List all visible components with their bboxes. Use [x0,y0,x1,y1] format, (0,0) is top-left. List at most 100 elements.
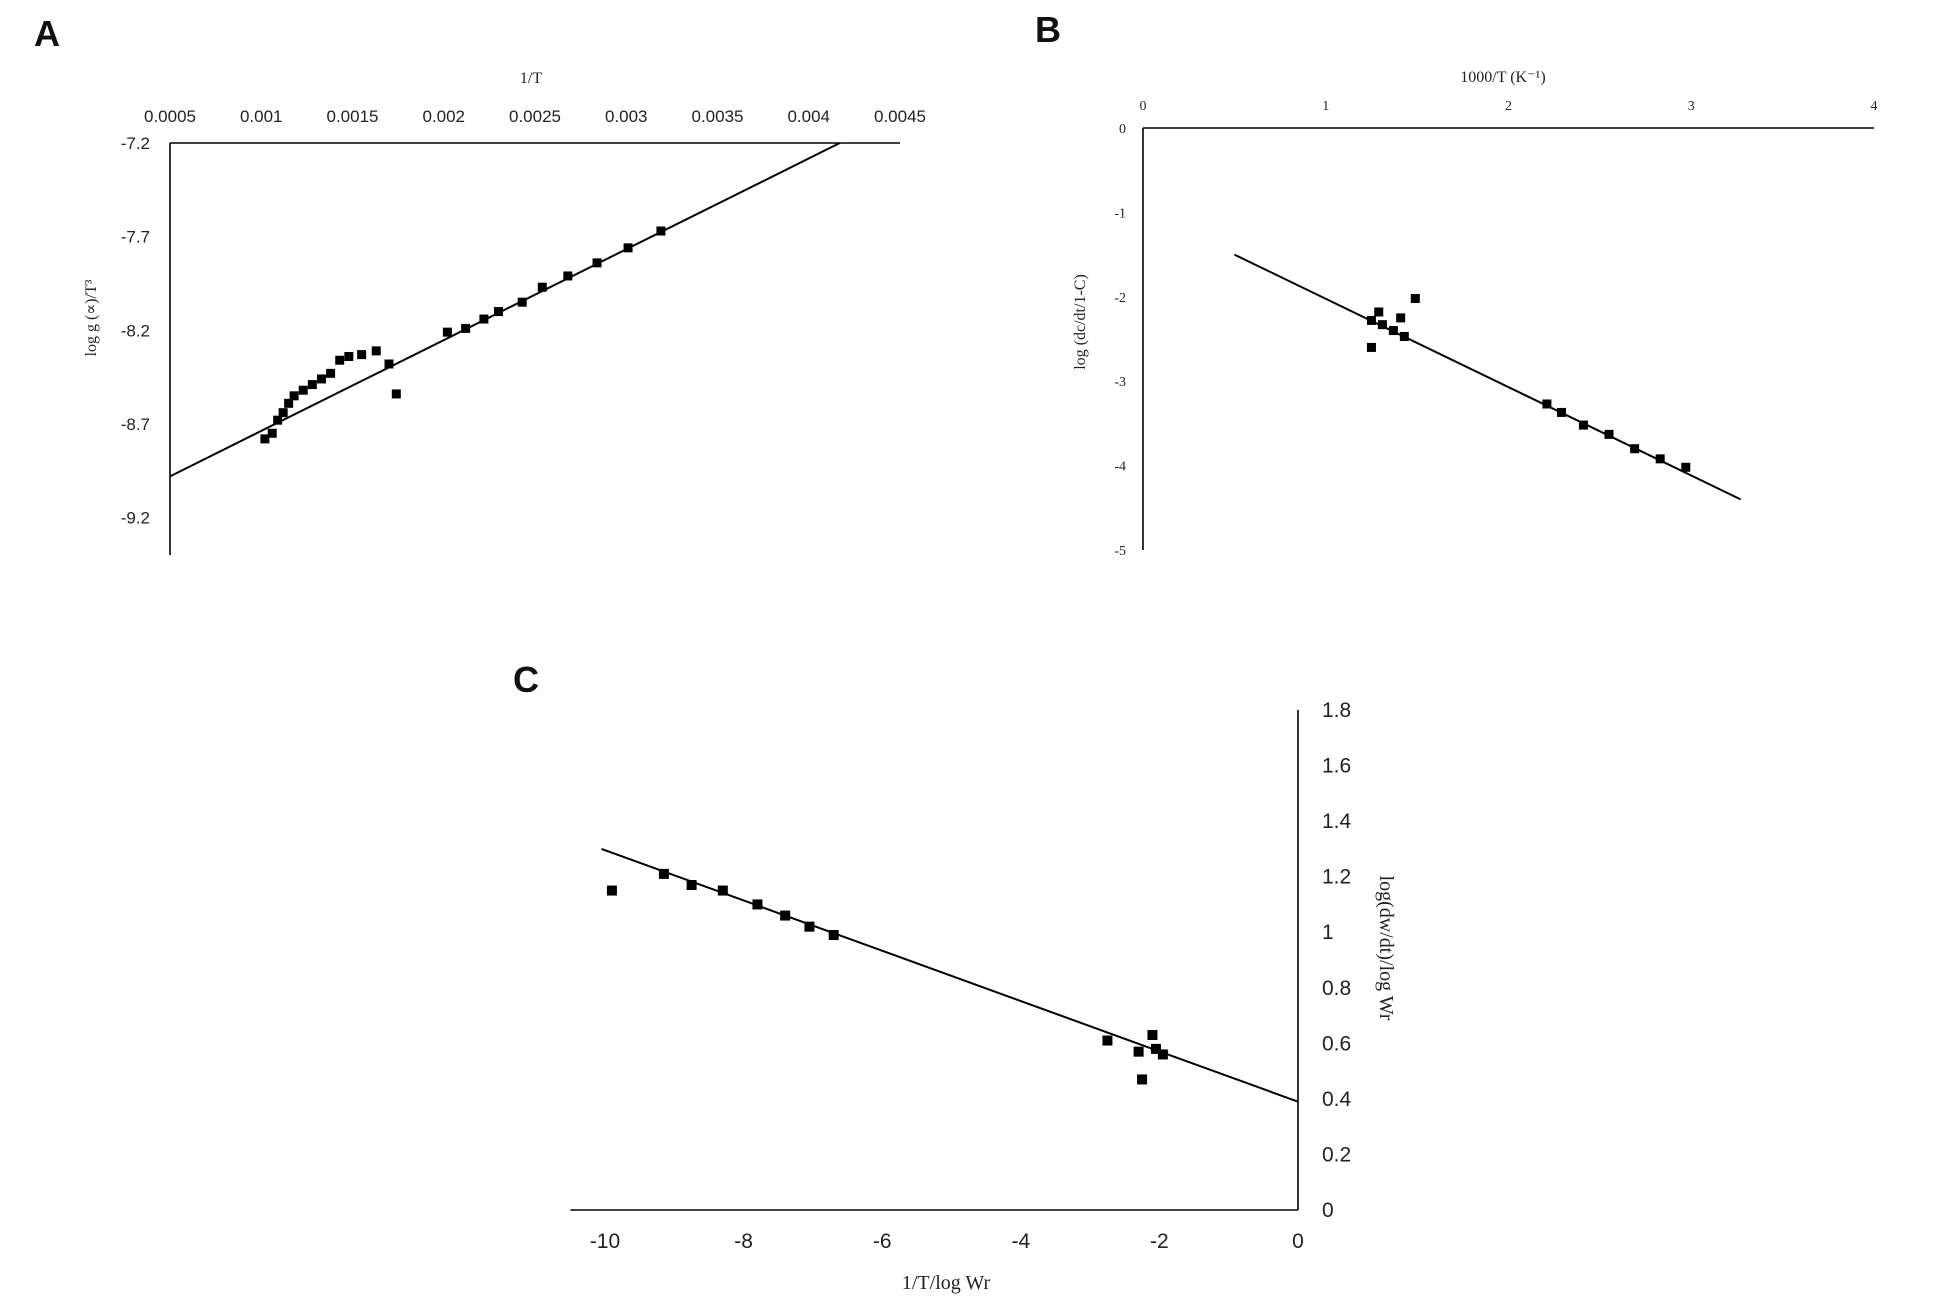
x-tick-label: 0.0025 [509,107,561,126]
y-tick-label: -3 [1114,375,1126,390]
y-tick-label: 0 [1322,1199,1334,1222]
y-tick-label: 0.8 [1322,977,1351,1000]
data-point [335,355,345,365]
x-tick-label: 0.003 [605,107,648,126]
chart-c: -10 -8 -6 -4 -2 00 0.2 0.4 0.6 0.8 1 1.2 1.4 1.6 1.8 1/… [570,699,1397,1294]
x-tick-label: 4 [1871,99,1878,114]
data-point [307,380,317,390]
fit-line [601,847,1299,1103]
x-tick-label: 0.002 [422,107,465,126]
data-point [658,868,669,879]
x-axis-title: 1/T/log Wr [902,1272,991,1294]
y-tick-label: 1 [1322,921,1334,944]
y-tick-label: -8.7 [121,415,150,434]
x-tick-label: 0.0015 [327,107,379,126]
y-tick-label: 1.8 [1322,699,1351,722]
data-point [479,314,489,324]
y-tick-label: 0 [1119,122,1126,137]
x-axis-title: 1000/T (K⁻¹) [1460,69,1545,86]
data-point [371,346,381,356]
x-tick-label: 0.0005 [144,107,196,126]
y-tick-label: 1.6 [1322,755,1351,778]
data-point [461,323,471,333]
data-point [1604,429,1614,439]
data-point [1396,313,1406,323]
x-tick-label: 0.0045 [874,107,926,126]
data-point [1133,1046,1144,1057]
data-point [384,359,394,369]
data-point [517,297,527,307]
data-point [1388,326,1398,336]
data-point [326,368,336,378]
panel-label-a: A [34,13,60,54]
y-tick-label: -5 [1114,544,1126,559]
y-tick-label: 0.2 [1322,1143,1351,1166]
data-point [1102,1035,1113,1046]
y-axis-title: log(dw/dt)/log Wr [1375,876,1397,1021]
data-point [289,391,299,401]
data-point [780,910,791,921]
data-point [1399,331,1409,341]
data-point [442,327,452,337]
x-tick-label: -10 [590,1230,620,1253]
y-tick-label: -7.2 [121,134,150,153]
data-point [537,282,547,292]
data-point [344,351,354,361]
data-point [357,350,367,360]
y-tick-label: 0.4 [1322,1088,1352,1111]
data-point [391,389,401,399]
data-point [1655,454,1665,464]
fit-line [169,142,841,478]
x-tick-label: -4 [1011,1230,1030,1253]
x-axis-title: 1/T [520,70,542,87]
y-tick-label: -4 [1114,460,1126,475]
y-tick-label: 0.6 [1322,1032,1351,1055]
panel-label-b: B [1035,9,1061,50]
data-point [1556,407,1566,417]
x-tick-label: 3 [1688,99,1695,114]
data-point [592,258,602,268]
data-point [273,415,283,425]
y-tick-label: -2 [1114,291,1126,306]
data-point [1374,307,1384,317]
chart-a: 0.0005 0.001 0.0015 0.002 0.0025 0.003 0.0035 0… [83,70,926,555]
data-point [1157,1049,1168,1060]
y-tick-label: 1.4 [1322,810,1352,833]
data-point [828,930,839,940]
data-point [686,880,697,890]
data-point [1630,444,1640,454]
data-point [278,408,288,418]
data-point [1137,1074,1148,1085]
y-tick-label: -1 [1114,206,1126,221]
data-point [1150,1043,1161,1054]
x-tick-label: -8 [734,1230,753,1253]
x-tick-label: 0.001 [240,107,283,126]
y-tick-label: -7.7 [121,228,150,247]
data-point [1366,315,1376,325]
data-point [1542,399,1552,409]
y-tick-label: -9.2 [121,509,150,528]
x-tick-label: -2 [1150,1230,1169,1253]
x-tick-label: -6 [873,1230,892,1253]
data-point [606,885,617,896]
data-point [1147,1030,1158,1040]
x-tick-label: 1 [1322,99,1329,114]
y-axis-title: log g (∝)/T³ [83,279,100,356]
data-point [1366,342,1376,352]
y-tick-label: 1.2 [1322,866,1351,889]
data-point [1681,462,1691,472]
data-point [1410,293,1420,303]
panel-label-c: C [513,659,539,700]
x-tick-label: 0.0035 [692,107,744,126]
data-point [717,885,728,896]
data-point [804,921,815,932]
data-point [1377,320,1387,330]
data-point [623,243,633,253]
data-point [752,899,763,910]
x-tick-label: 0.004 [787,107,830,126]
data-point [267,428,277,438]
x-tick-label: 0 [1292,1230,1304,1253]
chart-b: 0 1 2 3 4 0 -1 -2 -3 -4 -5 1000/T (K⁻¹) log (dc/dt/1… [1072,69,1878,559]
data-point [316,374,326,384]
